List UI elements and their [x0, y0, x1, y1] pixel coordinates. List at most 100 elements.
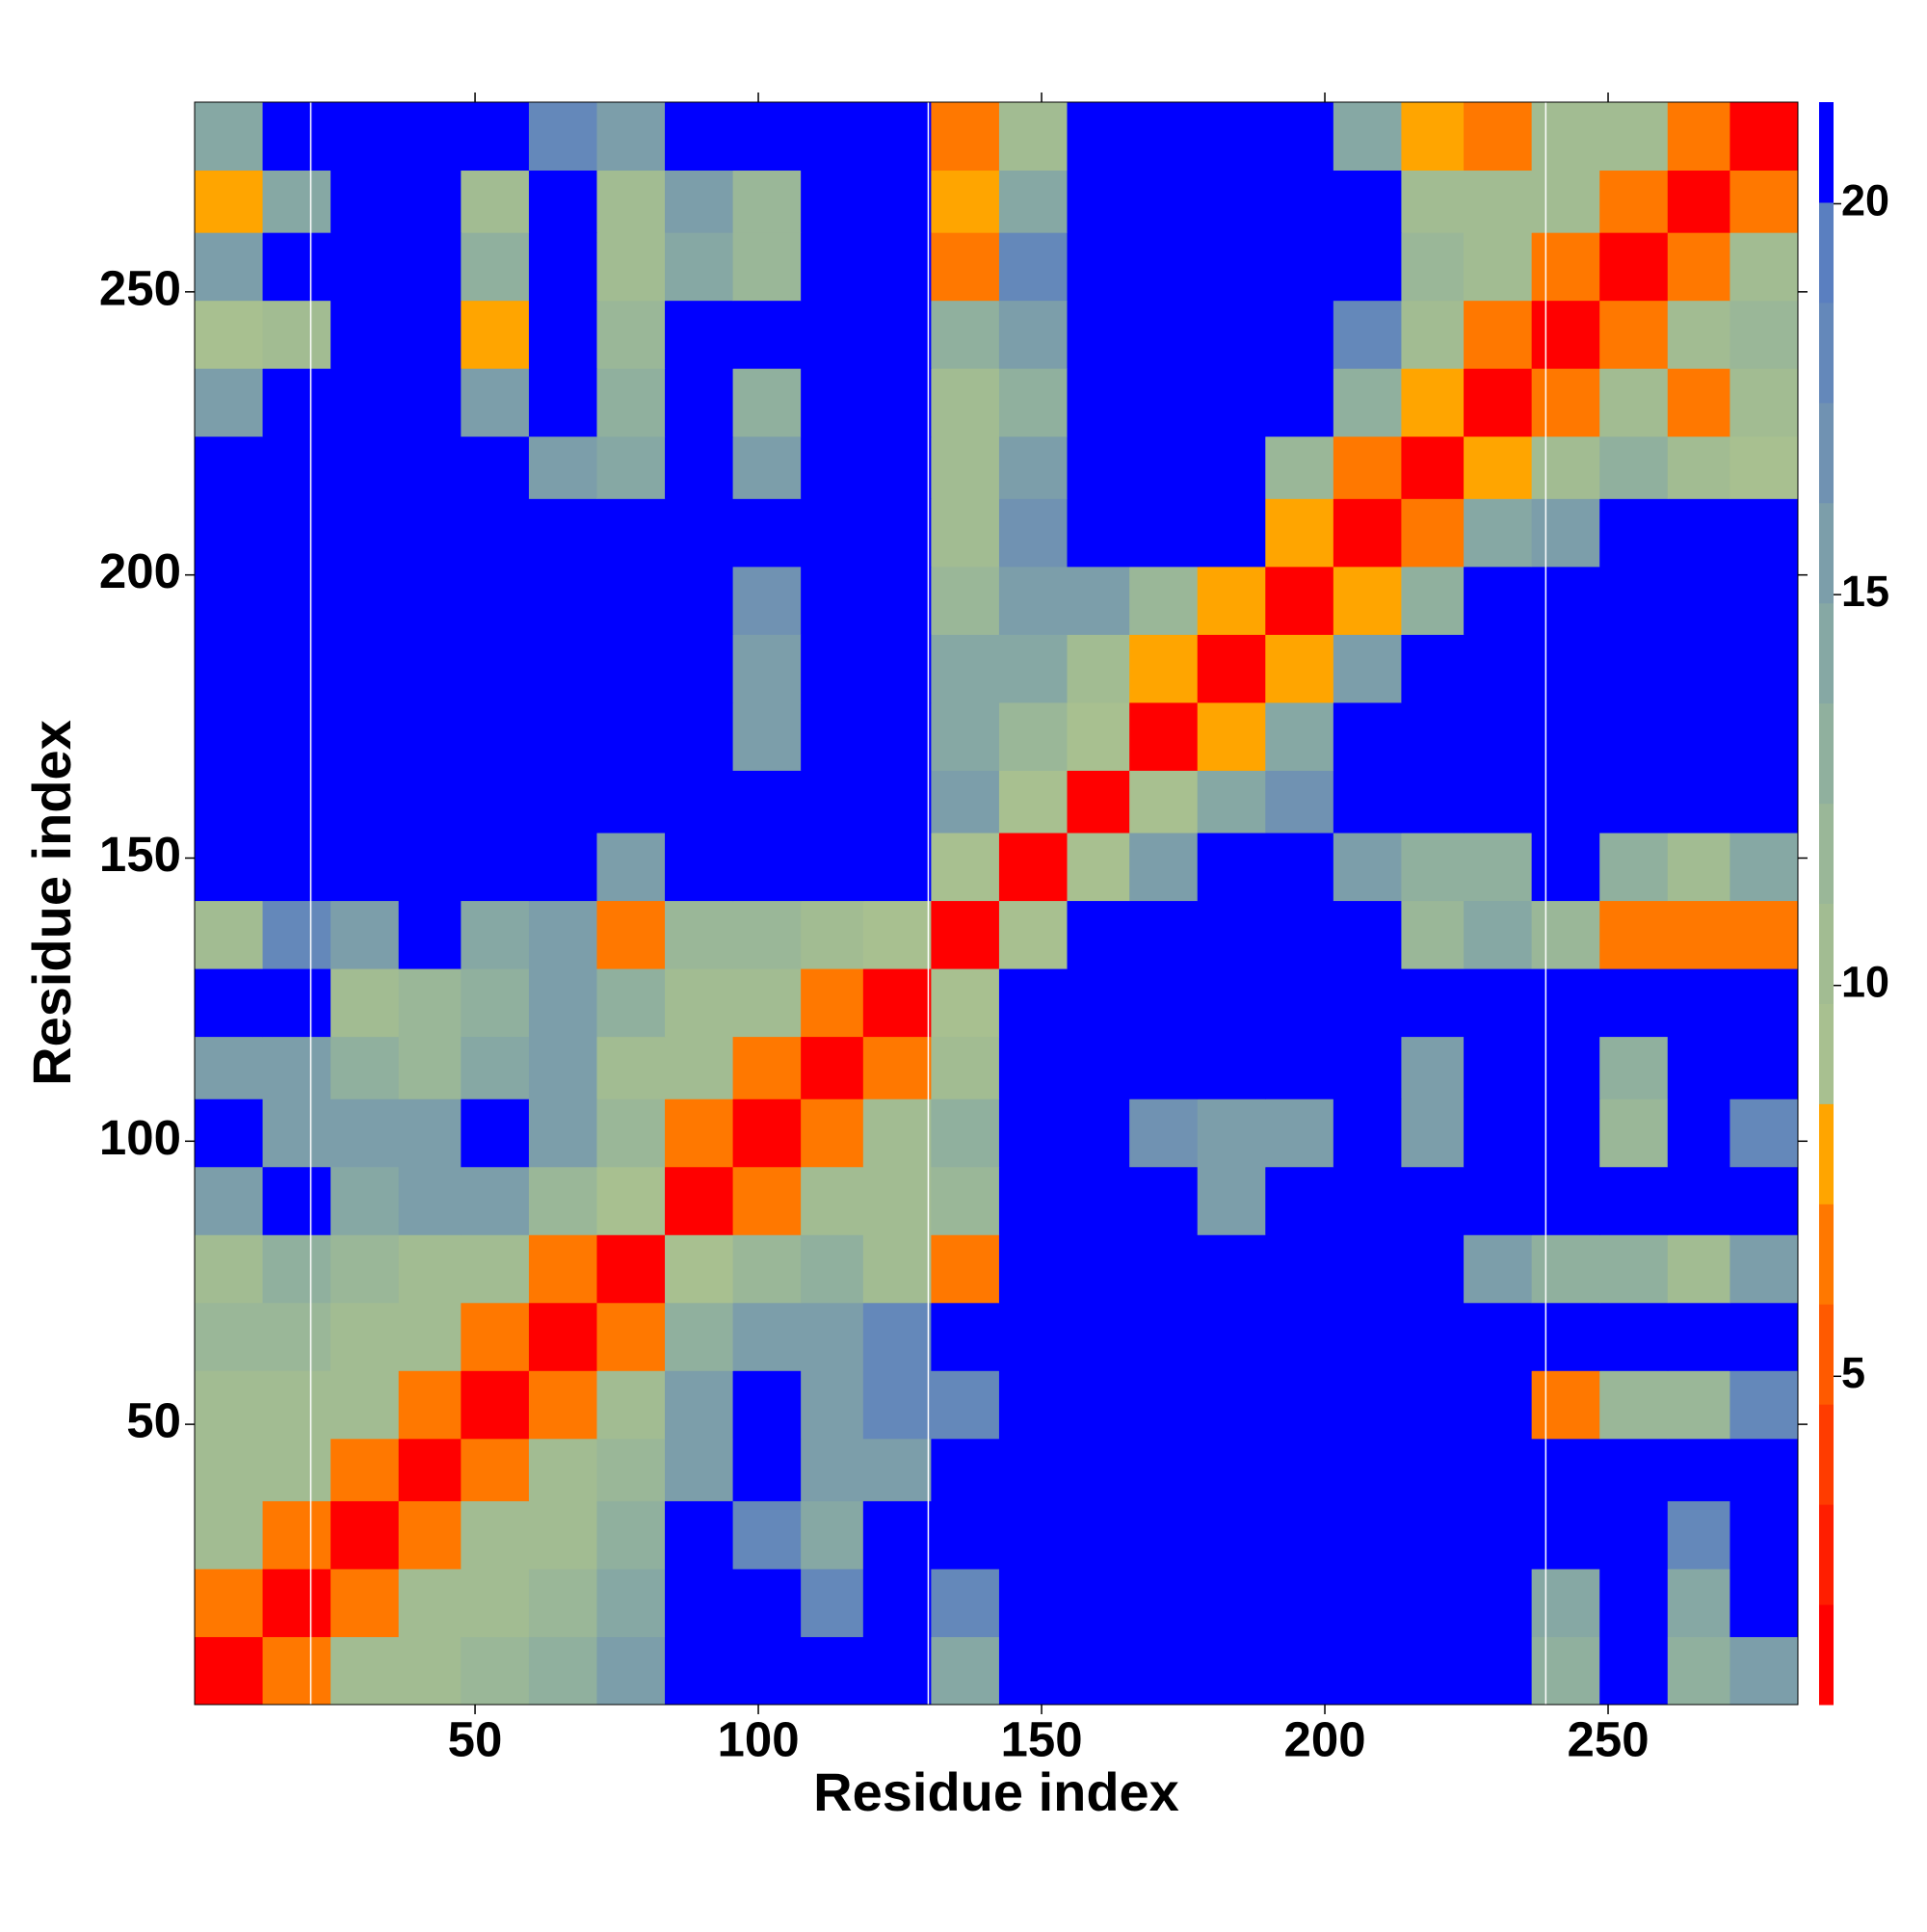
heatmap-cell	[1667, 300, 1730, 369]
heatmap-cell	[732, 232, 802, 302]
heatmap-cell	[1599, 1636, 1669, 1706]
heatmap-cell	[998, 436, 1068, 499]
heatmap-cell	[1531, 1636, 1600, 1706]
heatmap-cell	[330, 701, 400, 771]
heatmap-cell	[1129, 170, 1199, 233]
heatmap-cell	[195, 102, 264, 172]
heatmap-cell	[461, 1568, 530, 1637]
heatmap-cell	[398, 368, 462, 437]
heatmap-cell	[1333, 232, 1402, 302]
heatmap-cell	[1129, 1166, 1199, 1235]
heatmap-cell	[665, 1636, 734, 1706]
heatmap-cell	[801, 1302, 864, 1371]
heatmap-cell	[1197, 770, 1266, 834]
colorbar-band	[1819, 201, 1834, 304]
heatmap-cell	[330, 566, 400, 635]
heatmap-cell	[1729, 770, 1799, 834]
heatmap-cell	[461, 833, 530, 902]
heatmap-cell	[1599, 232, 1669, 302]
heatmap-cell	[1197, 1500, 1266, 1570]
heatmap-cell	[398, 498, 462, 568]
heatmap-cell	[1265, 770, 1334, 834]
heatmap-cell	[1265, 1438, 1334, 1501]
x-tick-label: 200	[1283, 1711, 1365, 1766]
heatmap-cell	[1129, 701, 1199, 771]
heatmap-cell	[862, 1302, 932, 1371]
heatmap-cell	[801, 1036, 864, 1099]
heatmap-cell	[1667, 1098, 1730, 1168]
heatmap-cell	[528, 1500, 597, 1570]
heatmap-cell	[1333, 1166, 1402, 1235]
heatmap-cell	[931, 770, 1000, 834]
heatmap-cell	[665, 900, 734, 969]
heatmap-cell	[998, 368, 1068, 437]
heatmap-cell	[998, 1370, 1068, 1440]
colorbar-band	[1819, 402, 1834, 504]
colorbar-band	[1819, 1604, 1834, 1706]
heatmap-cell	[1599, 770, 1669, 834]
heatmap-cell	[1129, 436, 1199, 499]
heatmap-cell	[1729, 1500, 1799, 1570]
heatmap-cell	[1531, 1166, 1600, 1235]
plot-frame	[194, 101, 1799, 1706]
heatmap-cell	[665, 1098, 734, 1168]
heatmap-cell	[461, 1098, 530, 1168]
colorbar-band	[1819, 602, 1834, 704]
heatmap-cell	[1729, 701, 1799, 771]
heatmap-cell	[1464, 436, 1533, 499]
heatmap-cell	[1599, 170, 1669, 233]
y-tick-label: 200	[99, 543, 181, 598]
heatmap-cell	[262, 1370, 331, 1440]
heatmap-cell	[461, 368, 530, 437]
heatmap-cell	[1599, 102, 1669, 172]
heatmap-cell	[801, 1636, 864, 1706]
heatmap-cell	[862, 1438, 932, 1501]
heatmap-cell	[1197, 498, 1266, 568]
heatmap-cell	[931, 1568, 1000, 1637]
x-tick-label: 150	[1000, 1711, 1082, 1766]
heatmap-cell	[1067, 1568, 1130, 1637]
heatmap-cell	[1667, 833, 1730, 902]
heatmap-cell	[931, 1500, 1000, 1570]
heatmap-cell	[1729, 1568, 1799, 1637]
colorbar-band	[1819, 903, 1834, 1004]
heatmap-cell	[1067, 968, 1130, 1038]
heatmap-cell	[1531, 368, 1600, 437]
heatmap-cell	[862, 1370, 932, 1440]
heatmap-cell	[1265, 102, 1334, 172]
heatmap-cell	[195, 968, 264, 1038]
heatmap-cell	[862, 634, 932, 703]
heatmap-cell	[1129, 300, 1199, 369]
heatmap-cell	[1531, 968, 1600, 1038]
y-tick-label: 100	[99, 1110, 181, 1165]
heatmap-cell	[330, 232, 400, 302]
heatmap-cell	[1531, 1234, 1600, 1304]
heatmap-cell	[998, 1438, 1068, 1501]
heatmap-cell	[998, 1500, 1068, 1570]
heatmap-cell	[801, 1500, 864, 1570]
heatmap-cell	[461, 1500, 530, 1570]
heatmap-cell	[1667, 634, 1730, 703]
heatmap-cell	[330, 900, 400, 969]
heatmap-cells	[195, 102, 1799, 1706]
heatmap-cell	[1265, 170, 1334, 233]
heatmap-cell	[1067, 833, 1130, 902]
heatmap-cell	[1531, 232, 1600, 302]
heatmap-cell	[1667, 170, 1730, 233]
heatmap-cell	[1067, 498, 1130, 568]
heatmap-cell	[931, 102, 1000, 172]
heatmap-cell	[665, 1568, 734, 1637]
heatmap-cell	[1067, 232, 1130, 302]
heatmap-cell	[1401, 1166, 1465, 1235]
colorbar-band	[1819, 1304, 1834, 1405]
heatmap-cell	[528, 1438, 597, 1501]
heatmap-cell	[801, 300, 864, 369]
heatmap-cell	[1729, 1166, 1799, 1235]
heatmap-cell	[1067, 436, 1130, 499]
heatmap-cell	[1464, 770, 1533, 834]
heatmap-cell	[330, 300, 400, 369]
heatmap-cell	[1401, 1370, 1465, 1440]
heatmap-cell	[801, 968, 864, 1038]
heatmap-cell	[1197, 1438, 1266, 1501]
